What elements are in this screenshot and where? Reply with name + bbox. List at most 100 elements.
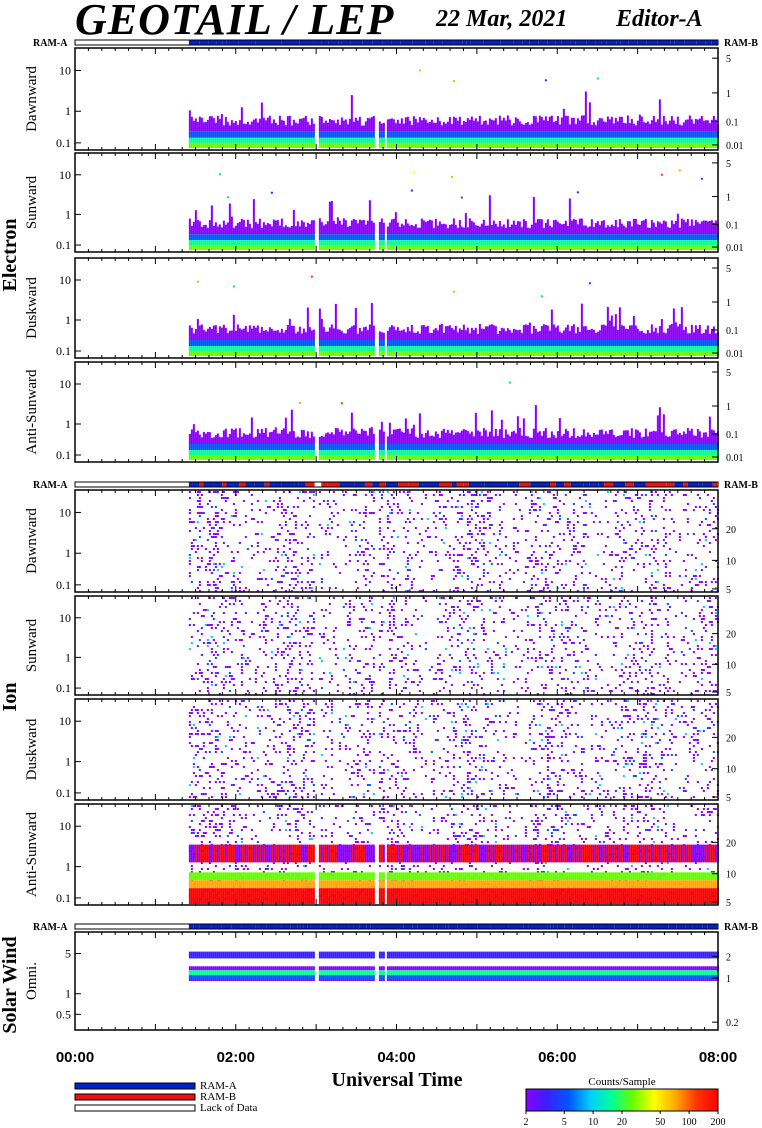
data-cell [576, 340, 579, 346]
data-cell [346, 226, 349, 235]
data-cell [556, 142, 559, 148]
data-cell [622, 131, 625, 138]
data-cell [552, 240, 555, 246]
data-cell [622, 340, 625, 346]
ram-bar-segment [484, 482, 496, 487]
data-cell [262, 346, 265, 351]
data-cell [454, 137, 457, 143]
data-cell [192, 245, 195, 250]
data-cell [304, 444, 307, 450]
data-cell [338, 455, 341, 460]
data-cell [494, 340, 497, 346]
data-cell [230, 234, 233, 241]
data-cell [510, 450, 513, 455]
data-cell [514, 450, 517, 455]
data-cell [624, 131, 627, 138]
data-cell [464, 346, 467, 351]
data-cell [632, 444, 635, 450]
data-cell [626, 346, 629, 351]
data-cell [292, 455, 295, 460]
data-cell [242, 455, 245, 460]
data-cell [698, 450, 701, 455]
data-cell [276, 433, 279, 444]
data-cell [474, 137, 477, 143]
data-cell [678, 137, 681, 143]
data-cell [620, 325, 623, 340]
data-cell [216, 142, 219, 148]
data-cell [348, 118, 351, 132]
data-cell [222, 125, 225, 132]
data-cell [402, 137, 405, 143]
data-cell [448, 325, 451, 340]
data-cell [290, 225, 293, 235]
data-cell [530, 437, 533, 444]
data-cell [602, 131, 605, 138]
data-cell [404, 418, 407, 444]
data-cell [240, 234, 243, 241]
data-cell [380, 444, 383, 450]
data-cell [548, 137, 551, 143]
data-cell [258, 332, 261, 340]
data-cell [466, 327, 469, 340]
data-cell [208, 557, 211, 559]
data-cell [204, 444, 207, 450]
data-cell [400, 351, 403, 356]
data-cell [252, 450, 255, 455]
data-cell [536, 346, 539, 351]
data-cell [388, 234, 391, 241]
data-cell [692, 340, 695, 346]
data-cell [434, 351, 437, 356]
data-cell [408, 142, 411, 148]
data-cell [650, 137, 653, 143]
data-cell [204, 548, 207, 550]
data-cell [566, 450, 569, 455]
data-cell [302, 131, 305, 138]
data-cell [678, 234, 681, 241]
data-cell [238, 245, 241, 250]
data-cell [236, 351, 239, 356]
data-cell [418, 450, 421, 455]
data-cell [190, 455, 193, 460]
data-cell [482, 142, 485, 148]
data-cell [704, 351, 707, 356]
data-cell [402, 142, 405, 148]
data-cell [350, 234, 353, 241]
data-cell [526, 142, 529, 148]
data-cell [390, 325, 393, 340]
data-cell [514, 351, 517, 356]
data-cell [346, 340, 349, 346]
data-cell [306, 137, 309, 143]
ram-bar-segment [418, 482, 423, 487]
data-cell [192, 333, 195, 340]
data-cell [442, 131, 445, 138]
data-cell [248, 234, 251, 241]
data-cell [490, 410, 493, 444]
data-cell [412, 171, 415, 174]
data-cell [188, 131, 191, 138]
data-cell [484, 240, 487, 246]
data-cell [386, 450, 389, 455]
data-cell [606, 137, 609, 143]
data-cell [710, 142, 713, 148]
data-cell [446, 351, 449, 356]
data-cell [582, 346, 585, 351]
data-cell [654, 450, 657, 455]
data-cell [192, 221, 195, 235]
data-cell [612, 245, 615, 250]
data-cell [494, 234, 497, 241]
data-cell [516, 416, 519, 444]
data-cell [564, 234, 567, 241]
data-cell [596, 245, 599, 250]
data-cell [196, 351, 199, 356]
data-cell [470, 455, 473, 460]
data-cell [264, 330, 267, 340]
data-cell [542, 455, 545, 460]
data-cell [312, 436, 315, 444]
data-cell [240, 245, 243, 250]
data-cell [524, 324, 527, 340]
data-cell [268, 327, 271, 340]
data-cell [230, 240, 233, 246]
data-cell [586, 329, 589, 340]
data-cell [414, 234, 417, 241]
data-cell [300, 450, 303, 455]
